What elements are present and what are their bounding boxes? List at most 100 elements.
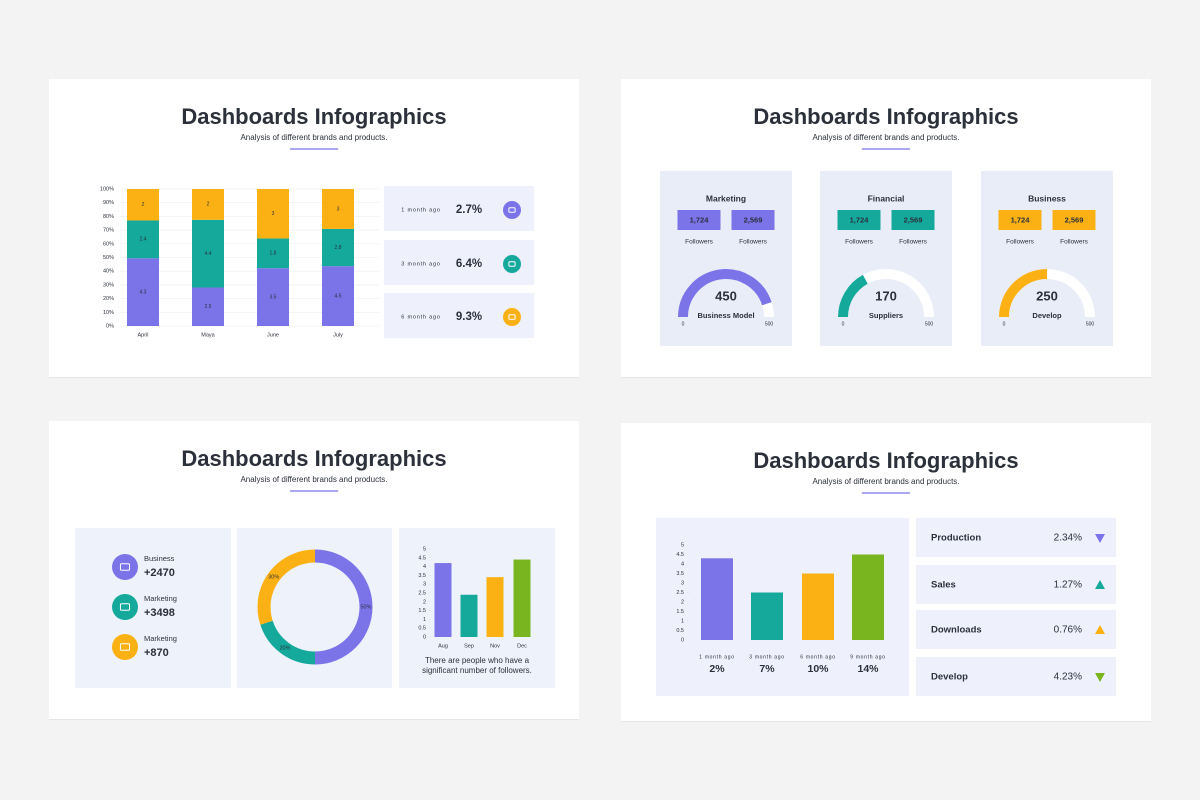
- y-tick-label: 3: [681, 580, 684, 586]
- trend-name: Production: [931, 533, 981, 544]
- bar-segment: [127, 258, 159, 326]
- gauge-tick-label: 500: [1086, 321, 1095, 327]
- bar-note: 7%: [759, 663, 775, 675]
- trend-arrow: [1095, 580, 1105, 589]
- trend-arrow: [1095, 625, 1105, 634]
- icon-glyph: [119, 643, 131, 651]
- bar-segment: [127, 189, 159, 221]
- bar: [486, 577, 504, 637]
- icon: [503, 308, 521, 326]
- slide: Dashboards Infographics Analysis of diffe…: [621, 423, 1151, 721]
- donut-label: 20%: [280, 646, 291, 652]
- y-tick-label: 40%: [103, 269, 114, 275]
- y-tick-label: 4.5: [676, 552, 684, 558]
- stat-period: 6 month ago: [401, 314, 440, 320]
- slide-subtitle: Analysis of different brands and product…: [812, 133, 959, 142]
- donut-segment: [314, 549, 373, 665]
- follower-value: 2,569: [744, 215, 763, 224]
- y-tick-label: 5: [681, 542, 684, 548]
- follower-caption: Followers: [1006, 239, 1035, 246]
- y-tick-label: 4: [423, 564, 426, 570]
- trend-name: Sales: [931, 580, 956, 591]
- icon-glyph: [508, 314, 516, 320]
- follower-caption: Followers: [685, 239, 714, 246]
- x-tick-label: April: [137, 332, 148, 338]
- trend-row: [916, 657, 1116, 696]
- x-tick-label: Aug: [438, 643, 448, 649]
- slide-title: Dashboards Infographics: [181, 446, 446, 471]
- bar-segment: [322, 266, 354, 326]
- slide-title: Dashboards Infographics: [181, 104, 446, 129]
- bar-note: 10%: [807, 663, 829, 675]
- bar-note: 14%: [857, 663, 879, 675]
- gauge-tick-label: 0: [842, 321, 845, 327]
- trend-name: Downloads: [931, 625, 982, 636]
- y-tick-label: 3: [423, 582, 426, 588]
- stat-label: Business: [144, 554, 175, 563]
- gauge-label: Business Model: [697, 311, 754, 320]
- icon-glyph: [508, 261, 516, 267]
- stat-label: Marketing: [144, 634, 177, 643]
- stat-label: Marketing: [144, 594, 177, 603]
- segment-label: 2.5: [205, 304, 212, 310]
- icon: [112, 634, 138, 660]
- gauge-tick-label: 500: [765, 321, 774, 327]
- x-tick-label: 6 month ago: [800, 654, 836, 660]
- trend-row: [916, 565, 1116, 604]
- stat-value: 6.4%: [456, 258, 482, 270]
- card-title: Business: [1028, 193, 1066, 203]
- y-tick-label: 1: [681, 618, 684, 624]
- card-title: Financial: [868, 193, 905, 203]
- y-tick-label: 0: [423, 634, 426, 640]
- slide: Dashboards Infographics Analysis of diffe…: [49, 79, 579, 377]
- y-tick-label: 2.5: [418, 590, 426, 596]
- slide-subtitle: Analysis of different brands and product…: [240, 133, 387, 142]
- follower-value: 2,569: [904, 215, 923, 224]
- segment-label: 3: [337, 206, 340, 212]
- bar-segment: [322, 189, 354, 229]
- x-tick-label: July: [333, 332, 343, 338]
- trend-row: [916, 518, 1116, 557]
- icon: [112, 594, 138, 620]
- icon: [112, 554, 138, 580]
- y-tick-label: 2: [681, 599, 684, 605]
- y-tick-label: 70%: [103, 228, 114, 234]
- y-tick-label: 50%: [103, 255, 114, 261]
- follower-value: 1,724: [690, 215, 710, 224]
- bar: [513, 559, 531, 637]
- slide: Dashboards Infographics Analysis of diffe…: [621, 79, 1151, 377]
- note-text: significant number of followers.: [422, 666, 532, 675]
- gauge-value: 170: [875, 288, 897, 303]
- follower-value: 1,724: [850, 215, 870, 224]
- trend-name: Develop: [931, 672, 968, 683]
- y-tick-label: 1.5: [676, 609, 684, 615]
- bar-note: 2%: [709, 663, 725, 675]
- follower-value: 2,569: [1065, 215, 1084, 224]
- y-tick-label: 3.5: [676, 571, 684, 577]
- follower-box: [1052, 210, 1096, 230]
- gauge-arc: [678, 269, 772, 318]
- y-tick-label: 100%: [100, 186, 114, 192]
- y-tick-label: 0%: [106, 323, 114, 329]
- gauge-tick-label: 0: [1003, 321, 1006, 327]
- stat-value: 2.7%: [456, 204, 482, 216]
- y-tick-label: 2: [423, 599, 426, 605]
- y-tick-label: 4.5: [418, 555, 426, 561]
- gauge-tick-label: 0: [682, 321, 685, 327]
- y-tick-label: 2.5: [676, 590, 684, 596]
- gauge-label: Suppliers: [869, 311, 903, 320]
- y-tick-label: 10%: [103, 310, 114, 316]
- bar: [852, 554, 884, 640]
- slide-subtitle: Analysis of different brands and product…: [240, 475, 387, 484]
- follower-box: [891, 210, 935, 230]
- stat-value: 9.3%: [456, 311, 482, 323]
- donut-segment: [260, 620, 316, 665]
- stat-value: +3498: [144, 607, 175, 619]
- icon: [503, 201, 521, 219]
- donut-label: 30%: [268, 574, 279, 580]
- y-tick-label: 0.5: [676, 628, 684, 634]
- y-tick-label: 5: [423, 546, 426, 552]
- trend-value: 4.23%: [1054, 672, 1082, 683]
- stat-period: 3 month ago: [401, 261, 440, 267]
